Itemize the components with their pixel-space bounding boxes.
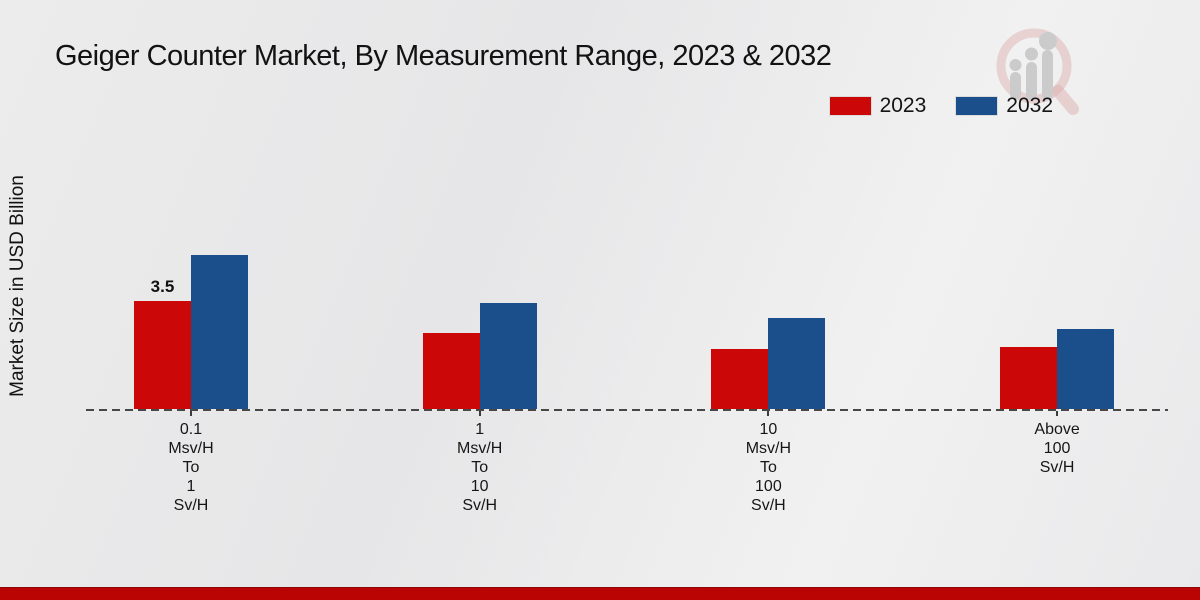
x-axis-tick (767, 411, 770, 416)
legend-item-2032: 2032 (956, 94, 1053, 118)
bar-2032-group-4 (1057, 328, 1115, 409)
x-axis-tick (190, 411, 192, 416)
footer-red-strip (0, 587, 1200, 600)
x-axis-category-label: Above 100 Sv/H (1034, 421, 1080, 476)
legend: 2023 2032 (829, 94, 1053, 118)
magnifier-bar-chart-logo-icon (996, 28, 1079, 115)
x-axis-category-label: 1 Msv/H To 10 Sv/H (457, 421, 503, 514)
legend-swatch-2032 (956, 97, 998, 115)
bar-2032-group-2 (479, 302, 537, 409)
legend-label-2023: 2023 (879, 94, 927, 117)
x-axis-category-label: 10 Msv/H To 100 Sv/H (745, 421, 792, 514)
x-axis-tick (1056, 411, 1059, 416)
bar-2023-group-4 (1000, 347, 1058, 409)
bar-2032-group-1 (191, 254, 248, 409)
bar-2023-group-2 (422, 333, 480, 409)
bar-2023-group-3 (711, 348, 769, 409)
x-axis-baseline (86, 409, 1168, 411)
bar-2032-group-3 (768, 317, 826, 409)
legend-swatch-2023 (829, 97, 871, 115)
x-axis-category-label: 0.1 Msv/H To 1 Sv/H (168, 421, 214, 514)
chart-title: Geiger Counter Market, By Measurement Ra… (55, 40, 832, 72)
legend-label-2032: 2032 (1006, 94, 1053, 117)
x-axis-tick (478, 411, 481, 416)
bar-2023-group-1 (134, 301, 191, 409)
legend-item-2023: 2023 (829, 94, 927, 118)
bar-value-label: 3.5 (150, 277, 175, 296)
